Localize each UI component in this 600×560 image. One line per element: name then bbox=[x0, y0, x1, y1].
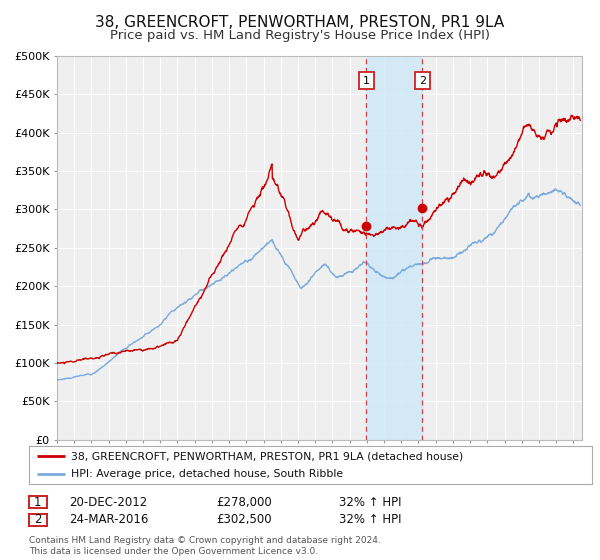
Text: 32% ↑ HPI: 32% ↑ HPI bbox=[339, 496, 401, 509]
Text: 20-DEC-2012: 20-DEC-2012 bbox=[69, 496, 147, 509]
Text: 1: 1 bbox=[34, 496, 41, 509]
Text: £278,000: £278,000 bbox=[216, 496, 272, 509]
Text: 2: 2 bbox=[34, 513, 41, 526]
Text: Contains HM Land Registry data © Crown copyright and database right 2024.
This d: Contains HM Land Registry data © Crown c… bbox=[29, 536, 380, 556]
Text: 38, GREENCROFT, PENWORTHAM, PRESTON, PR1 9LA (detached house): 38, GREENCROFT, PENWORTHAM, PRESTON, PR1… bbox=[71, 451, 463, 461]
Text: Price paid vs. HM Land Registry's House Price Index (HPI): Price paid vs. HM Land Registry's House … bbox=[110, 29, 490, 42]
Text: 38, GREENCROFT, PENWORTHAM, PRESTON, PR1 9LA: 38, GREENCROFT, PENWORTHAM, PRESTON, PR1… bbox=[95, 15, 505, 30]
Text: 32% ↑ HPI: 32% ↑ HPI bbox=[339, 513, 401, 526]
Text: £302,500: £302,500 bbox=[216, 513, 272, 526]
Bar bbox=[367, 56, 422, 440]
Text: 2: 2 bbox=[419, 76, 426, 86]
Text: HPI: Average price, detached house, South Ribble: HPI: Average price, detached house, Sout… bbox=[71, 469, 343, 479]
Text: 24-MAR-2016: 24-MAR-2016 bbox=[69, 513, 148, 526]
Text: 1: 1 bbox=[363, 76, 370, 86]
